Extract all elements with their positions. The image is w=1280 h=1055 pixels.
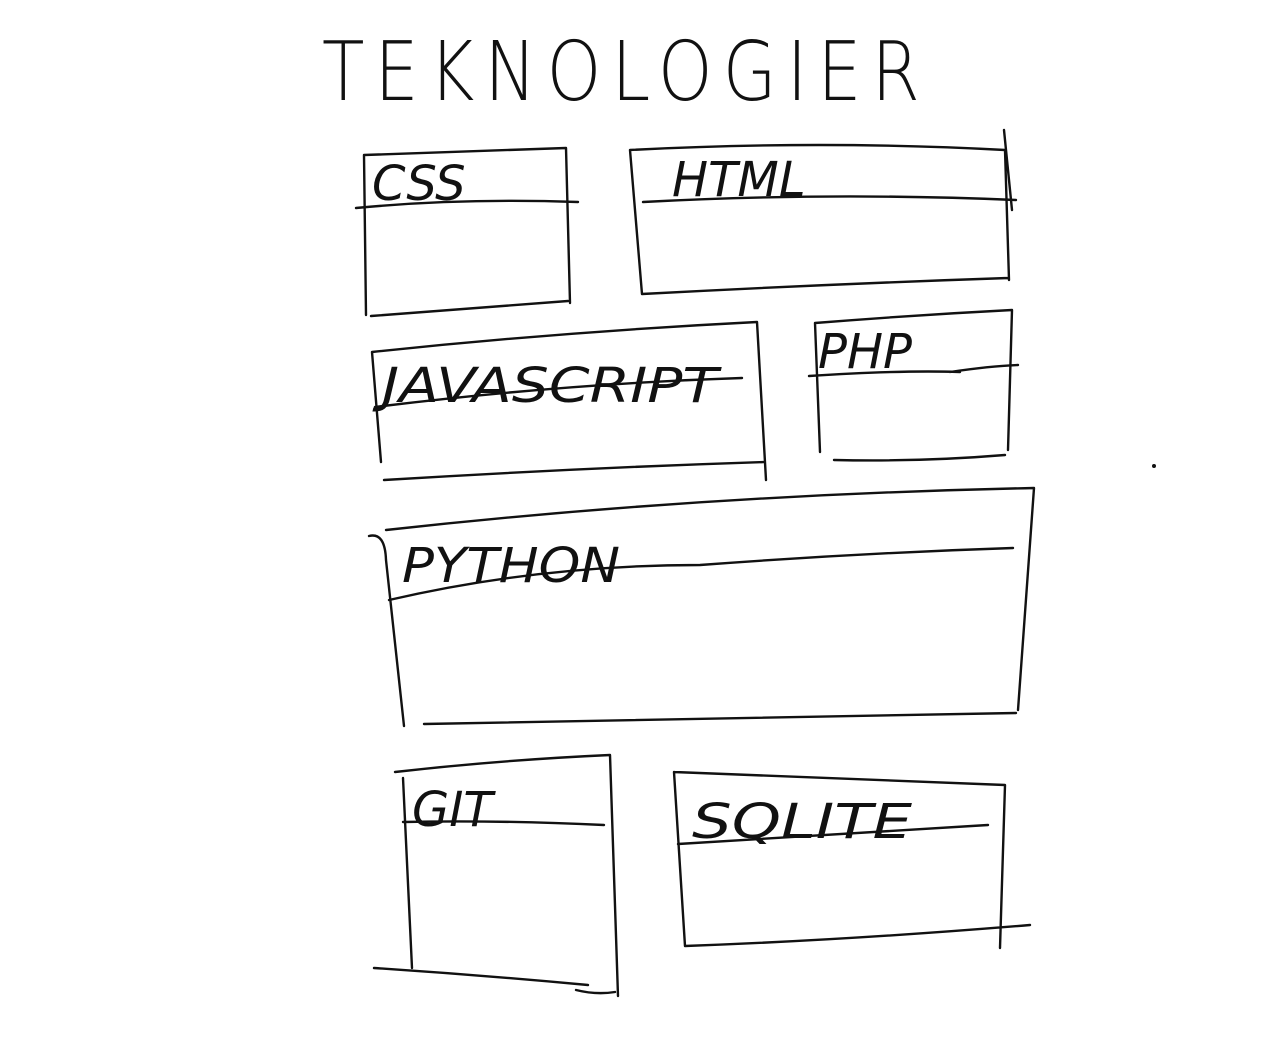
card-html-title: HTML xyxy=(672,152,806,208)
card-html-divider xyxy=(641,195,1018,204)
card-css: CSS xyxy=(354,146,580,318)
card-javascript-title: JAVASCRIPT xyxy=(372,358,722,414)
card-git-title: GIT xyxy=(412,782,496,838)
card-python-frame xyxy=(367,486,1036,728)
card-css-divider xyxy=(354,199,580,210)
card-html-frame xyxy=(628,128,1014,296)
card-sqlite: SQLITE xyxy=(672,770,1032,950)
card-git-frame xyxy=(372,753,620,998)
card-git-divider xyxy=(401,820,606,827)
card-python: PYTHON xyxy=(367,486,1036,728)
card-css-title: CSS xyxy=(372,156,466,212)
card-python-title: PYTHON xyxy=(402,538,620,594)
card-python-divider xyxy=(387,546,1015,602)
page-title: TEKNOLOGIER xyxy=(322,25,930,120)
card-html: HTML xyxy=(628,128,1018,296)
stray-dot xyxy=(1152,464,1156,468)
card-javascript: JAVASCRIPT xyxy=(370,320,768,482)
card-javascript-divider xyxy=(373,376,744,409)
card-css-frame xyxy=(362,146,572,318)
card-sqlite-divider xyxy=(676,823,990,846)
card-php-frame xyxy=(813,308,1014,462)
card-sqlite-title: SQLITE xyxy=(692,794,913,850)
card-php-title: PHP xyxy=(818,324,912,380)
card-sqlite-frame xyxy=(672,770,1032,950)
card-php-divider xyxy=(807,363,1020,378)
card-php: PHP xyxy=(807,308,1020,462)
card-git: GIT xyxy=(372,753,620,998)
